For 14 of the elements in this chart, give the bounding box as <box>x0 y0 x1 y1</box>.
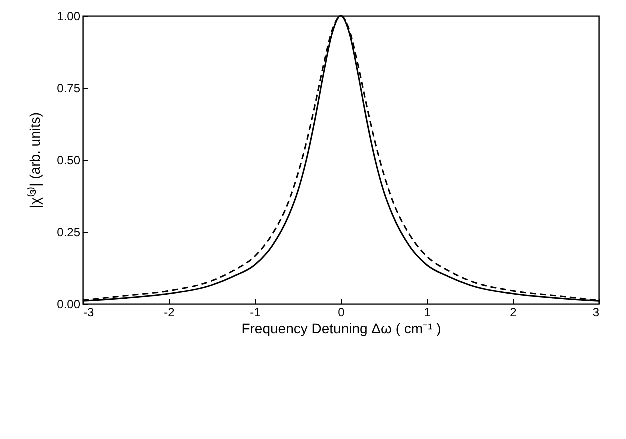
x-tick-label: 3 <box>592 306 600 320</box>
y-tick-label: 0.75 <box>57 82 81 96</box>
y-tick-label: 0.25 <box>57 226 81 240</box>
x-tick-label: 1 <box>424 306 432 320</box>
y-tick-label: 0.00 <box>57 298 81 312</box>
y-tick-label: 1.00 <box>57 10 81 24</box>
x-tick-label: -2 <box>164 306 176 320</box>
y-axis-title: |χ⁽³⁾| (arb. units) <box>27 112 44 209</box>
x-tick-label: -3 <box>84 306 94 320</box>
x-axis-title: Frequency Detuning Δω ( cm⁻¹ ) <box>242 320 442 336</box>
x-tick-label: 0 <box>338 306 346 320</box>
y-tick-label: 0.50 <box>57 154 81 168</box>
x-tick-label: 2 <box>510 306 518 320</box>
x-tick-label: -1 <box>250 306 262 320</box>
